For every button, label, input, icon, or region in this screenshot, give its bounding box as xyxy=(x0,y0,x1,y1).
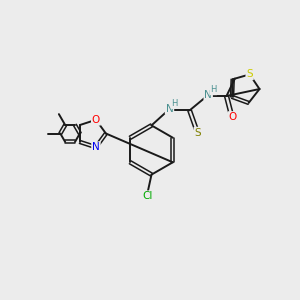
Text: N: N xyxy=(204,90,212,100)
Text: S: S xyxy=(194,128,201,138)
Text: H: H xyxy=(210,85,217,94)
Text: O: O xyxy=(229,112,237,122)
Text: H: H xyxy=(171,99,178,108)
Text: S: S xyxy=(246,69,253,80)
Text: N: N xyxy=(92,142,100,152)
Text: Cl: Cl xyxy=(143,191,153,201)
Text: O: O xyxy=(92,115,100,125)
Text: N: N xyxy=(166,104,173,114)
